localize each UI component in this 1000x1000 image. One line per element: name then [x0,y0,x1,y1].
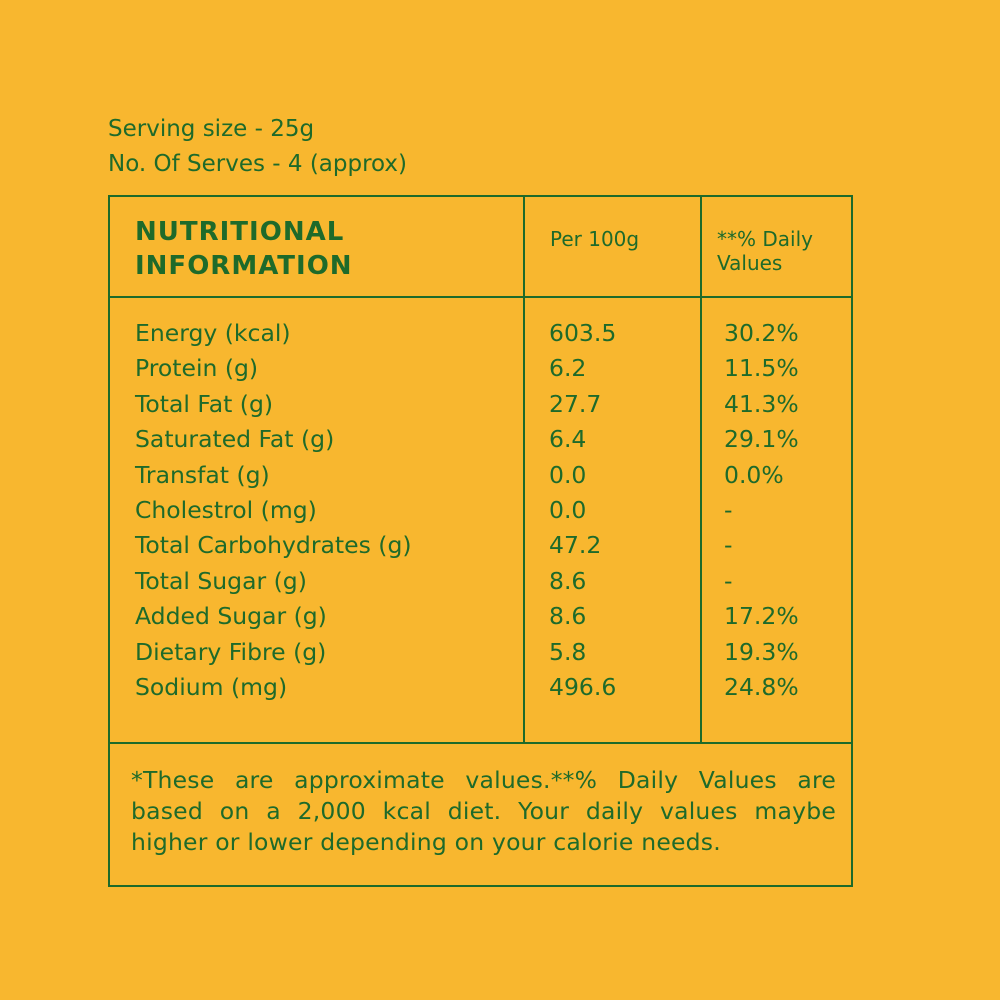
column-divider [700,197,702,743]
nutrient-name: Total Sugar (g) [135,566,307,595]
nutrient-name: Total Fat (g) [135,389,274,418]
nutrient-per-100g: 6.4 [549,425,587,454]
nutrient-daily-value: 11.5% [724,354,799,383]
number-of-serves: No. Of Serves - 4 (approx) [108,151,407,177]
table-row: Added Sugar (g) 8.6 17.2% [110,602,851,637]
nutrient-per-100g: 27.7 [549,389,602,418]
nutrient-name: Transfat (g) [135,460,270,489]
nutrient-per-100g: 0.0 [549,495,587,524]
table-row: Total Fat (g) 27.7 41.3% [110,390,851,425]
nutrient-daily-value: 30.2% [724,319,799,347]
nutrition-table: NUTRITIONAL INFORMATION Per 100g **% Dai… [108,195,853,887]
nutrient-name: Total Carbohydrates (g) [135,531,412,560]
nutrient-name: Saturated Fat (g) [135,425,335,454]
nutrient-name: Energy (kcal) [135,319,291,347]
table-row: Total Sugar (g) 8.6 - [110,567,851,602]
nutrient-daily-value: 29.1% [724,425,799,454]
table-row: Dietary Fibre (g) 5.8 19.3% [110,638,851,673]
nutrient-name: Protein (g) [135,354,259,383]
nutrient-daily-value: 19.3% [724,637,799,666]
column-divider [523,197,525,743]
nutrient-name: Added Sugar (g) [135,602,327,631]
table-title: NUTRITIONAL INFORMATION [135,217,353,281]
footnote-divider [110,742,851,744]
table-row: Saturated Fat (g) 6.4 29.1% [110,425,851,460]
nutrient-per-100g: 496.6 [549,672,617,701]
nutrient-per-100g: 8.6 [549,602,587,631]
nutrient-daily-value: - [724,566,733,595]
column-header-per-100g: Per 100g [550,227,640,251]
nutrient-daily-value: 17.2% [724,602,799,631]
nutrient-daily-value: 0.0% [724,460,784,489]
footnote: *These are approximate values.**% Daily … [131,766,836,856]
nutrient-name: Sodium (mg) [135,672,288,701]
nutrient-per-100g: 8.6 [549,566,587,595]
nutrient-per-100g: 0.0 [549,460,587,489]
nutrient-name: Dietary Fibre (g) [135,637,327,666]
nutrient-per-100g: 5.8 [549,637,587,666]
table-row: Sodium (mg) 496.6 24.8% [110,673,851,708]
serving-info: Serving size - 25g No. Of Serves - 4 (ap… [108,112,407,182]
table-row: Protein (g) 6.2 11.5% [110,354,851,389]
nutrient-daily-value: - [724,531,733,560]
nutrient-rows: Energy (kcal) 603.5 30.2% Protein (g) 6.2 11.… [110,319,851,708]
table-row: Energy (kcal) 603.5 30.2% [110,319,851,354]
header-divider [110,296,851,298]
nutrient-per-100g: 603.5 [549,319,617,347]
nutrient-per-100g: 47.2 [549,531,602,560]
nutrient-per-100g: 6.2 [549,354,587,383]
nutrient-daily-value: 41.3% [724,389,799,418]
serving-size: Serving size - 25g [108,116,315,142]
table-row: Transfat (g) 0.0 0.0% [110,461,851,496]
table-row: Cholestrol (mg) 0.0 - [110,496,851,531]
nutrient-name: Cholestrol (mg) [135,495,317,524]
table-row: Total Carbohydrates (g) 47.2 - [110,531,851,566]
nutrient-daily-value: - [724,495,733,524]
nutrient-daily-value: 24.8% [724,672,799,701]
column-header-daily-values: **% Daily Values [717,227,813,275]
